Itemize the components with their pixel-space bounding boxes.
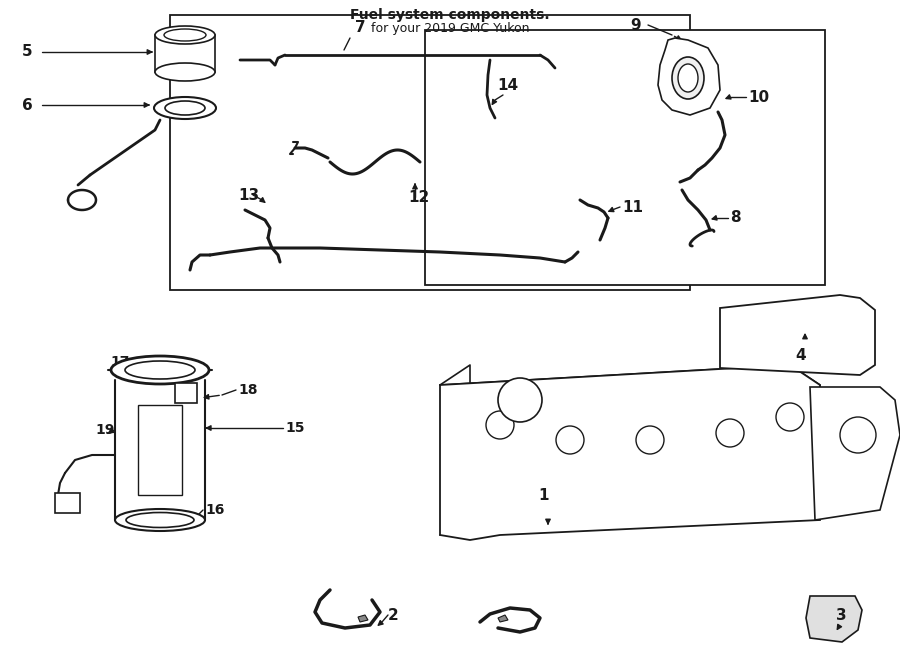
- Polygon shape: [720, 295, 875, 375]
- Text: 13: 13: [238, 188, 259, 202]
- Text: 4: 4: [795, 348, 806, 362]
- Text: 18: 18: [238, 383, 257, 397]
- Polygon shape: [498, 615, 508, 622]
- Bar: [175, 383, 197, 403]
- Text: for your 2019 GMC Yukon: for your 2019 GMC Yukon: [371, 22, 529, 35]
- Text: 11: 11: [622, 200, 643, 215]
- Text: Fuel system components.: Fuel system components.: [350, 8, 550, 22]
- Text: 1: 1: [538, 488, 548, 502]
- Ellipse shape: [672, 57, 704, 99]
- Circle shape: [636, 426, 664, 454]
- Text: 10: 10: [748, 89, 770, 104]
- Polygon shape: [440, 365, 820, 540]
- Text: 12: 12: [408, 190, 429, 204]
- Text: 17: 17: [110, 355, 130, 369]
- Polygon shape: [358, 615, 368, 622]
- Polygon shape: [138, 405, 182, 495]
- Text: 14: 14: [497, 77, 518, 93]
- Bar: [170, 15, 690, 290]
- Ellipse shape: [125, 361, 195, 379]
- Text: 19: 19: [95, 423, 114, 437]
- Text: 6: 6: [22, 98, 32, 112]
- Circle shape: [716, 419, 744, 447]
- Circle shape: [498, 378, 542, 422]
- Ellipse shape: [164, 29, 206, 41]
- Text: 3: 3: [836, 607, 847, 623]
- Text: 8: 8: [730, 210, 741, 225]
- Ellipse shape: [155, 26, 215, 44]
- Ellipse shape: [126, 512, 194, 527]
- Bar: [425, 30, 825, 285]
- Text: 5: 5: [22, 44, 32, 59]
- Polygon shape: [55, 493, 80, 513]
- Circle shape: [776, 403, 804, 431]
- Ellipse shape: [154, 97, 216, 119]
- Ellipse shape: [111, 356, 209, 384]
- Text: 7: 7: [355, 20, 365, 36]
- Ellipse shape: [115, 509, 205, 531]
- Polygon shape: [806, 596, 862, 642]
- Polygon shape: [658, 38, 720, 115]
- Polygon shape: [155, 35, 215, 72]
- Circle shape: [840, 417, 876, 453]
- Ellipse shape: [155, 63, 215, 81]
- Circle shape: [486, 411, 514, 439]
- Ellipse shape: [678, 64, 698, 92]
- Text: 2: 2: [388, 607, 399, 623]
- Text: 15: 15: [285, 421, 304, 435]
- Polygon shape: [810, 387, 900, 520]
- Text: 9: 9: [630, 17, 641, 32]
- Circle shape: [556, 426, 584, 454]
- Text: 16: 16: [205, 503, 224, 517]
- Ellipse shape: [165, 101, 205, 115]
